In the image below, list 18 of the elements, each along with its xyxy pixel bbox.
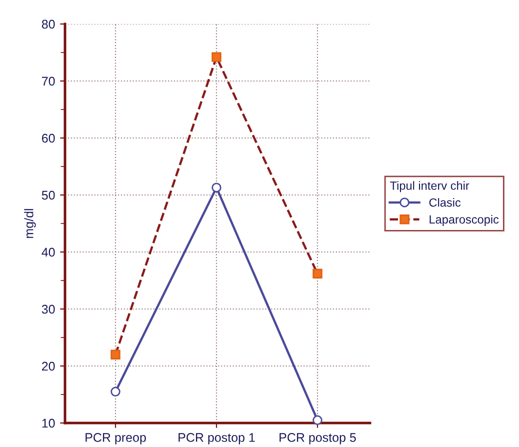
y-tick-label: 70 xyxy=(42,76,55,86)
y-axis-title: mg/dl xyxy=(24,209,36,238)
point xyxy=(110,386,120,397)
y-tick-label: 10 xyxy=(42,418,55,428)
y-tick-label: 80 xyxy=(42,20,55,29)
y-tick-label: 50 xyxy=(42,190,55,200)
y-tick-label: 20 xyxy=(42,362,55,371)
x-tick-label: PCR preop xyxy=(86,433,146,444)
y-tick-label: 60 xyxy=(42,134,55,143)
point xyxy=(312,415,322,426)
point xyxy=(212,182,222,192)
legend-title: Tipul interv chir xyxy=(390,181,470,192)
x-tick-label: PCR postop 5 xyxy=(280,433,356,444)
legend-label: Clasic xyxy=(429,198,461,207)
x-tick-label: PCR postop 1 xyxy=(178,433,255,444)
y-tick-label: 30 xyxy=(42,304,55,314)
y-tick-label: 40 xyxy=(42,248,55,257)
legend-label: Laparoscopic xyxy=(430,214,499,226)
